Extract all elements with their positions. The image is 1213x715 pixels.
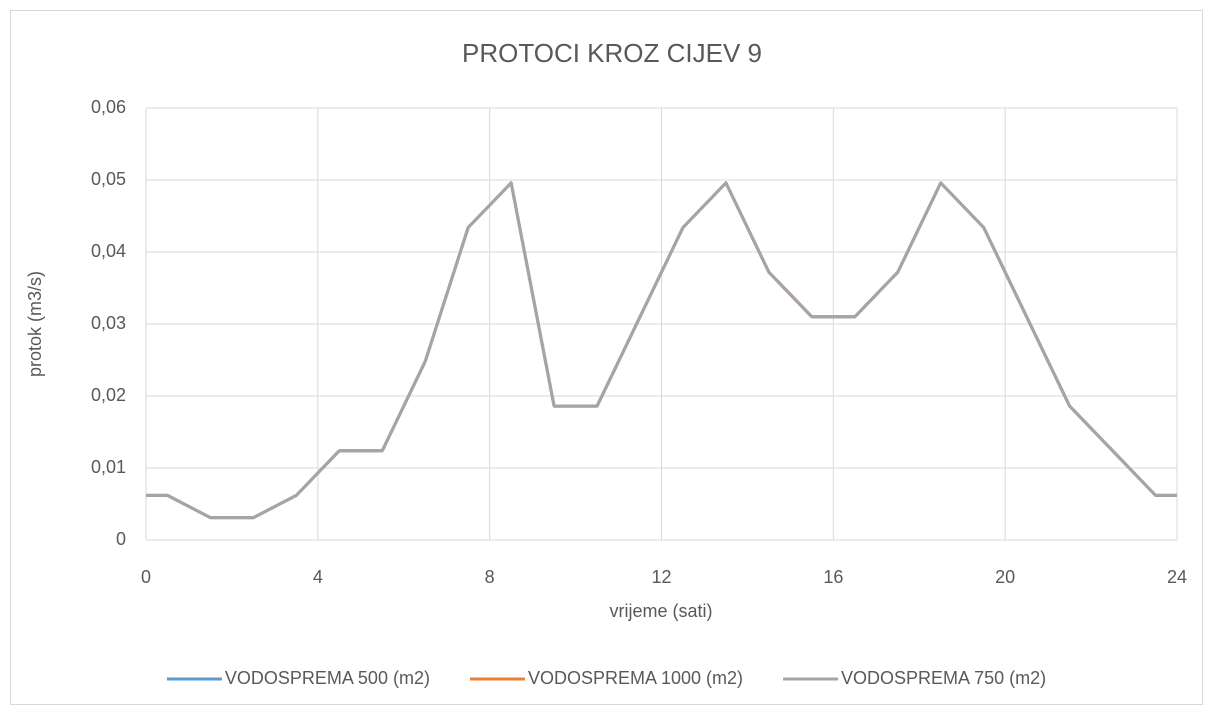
y-tick-label: 0,04 xyxy=(91,241,126,261)
legend-label: VODOSPREMA 500 (m2) xyxy=(225,668,430,688)
chart-title: PROTOCI KROZ CIJEV 9 xyxy=(462,38,762,68)
x-tick-label: 8 xyxy=(485,567,495,587)
y-tick-label: 0,05 xyxy=(91,169,126,189)
y-tick-label: 0,01 xyxy=(91,457,126,477)
y-tick-label: 0,06 xyxy=(91,97,126,117)
x-tick-label: 0 xyxy=(141,567,151,587)
x-axis-label: vrijeme (sati) xyxy=(609,601,712,621)
legend-label: VODOSPREMA 750 (m2) xyxy=(841,668,1046,688)
x-tick-label: 12 xyxy=(651,567,671,587)
chart-border xyxy=(10,10,1203,705)
legend-label: VODOSPREMA 1000 (m2) xyxy=(528,668,743,688)
y-axis-label: protok (m3/s) xyxy=(25,271,45,377)
x-tick-label: 4 xyxy=(313,567,323,587)
x-tick-label: 16 xyxy=(823,567,843,587)
y-tick-label: 0,03 xyxy=(91,313,126,333)
y-tick-label: 0,02 xyxy=(91,385,126,405)
x-tick-label: 20 xyxy=(995,567,1015,587)
data-line xyxy=(146,181,1177,520)
x-tick-label: 24 xyxy=(1167,567,1187,587)
y-tick-label: 0 xyxy=(116,529,126,549)
